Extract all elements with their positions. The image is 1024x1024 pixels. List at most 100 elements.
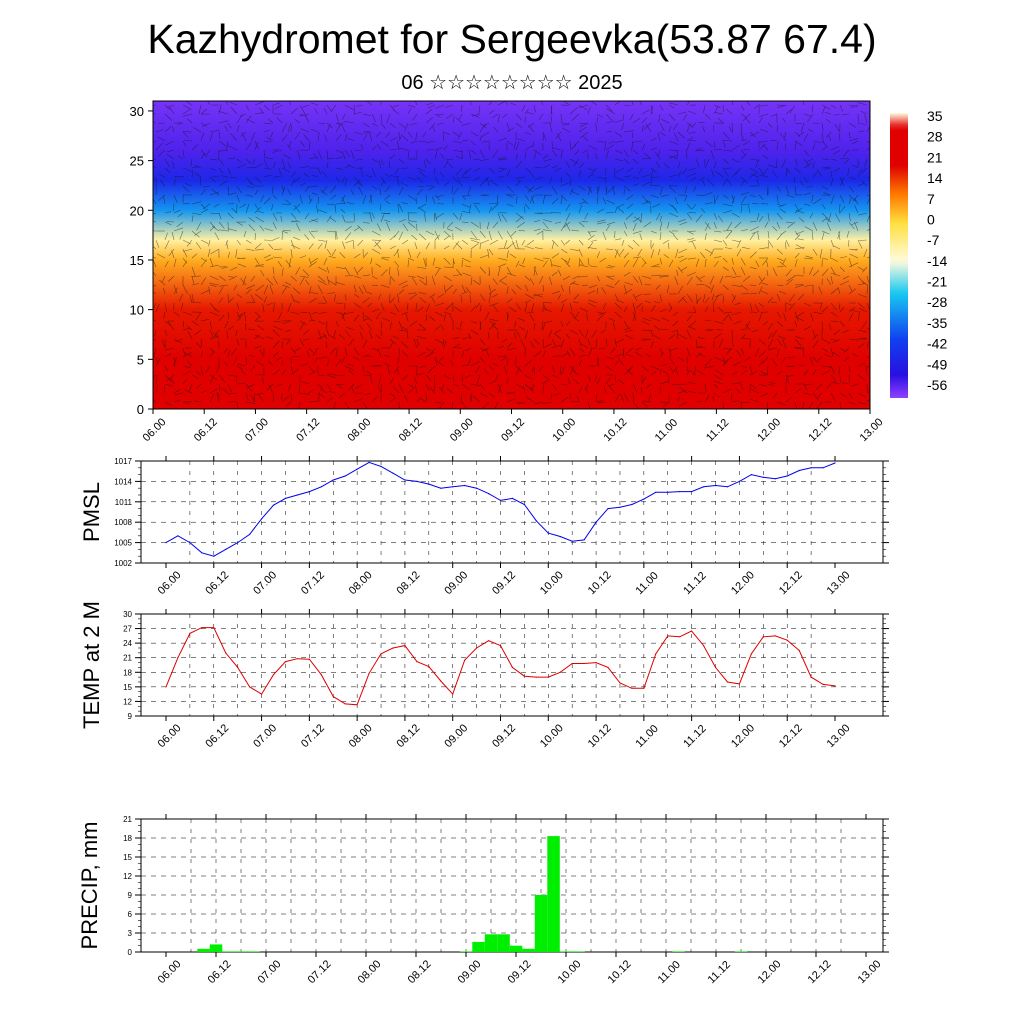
precip-xtick-label: 12.12 (806, 958, 834, 986)
temp-point (559, 671, 561, 673)
heatmap-xtick-label: 06.12 (192, 416, 220, 444)
temp-point (583, 662, 585, 665)
temp-point (392, 647, 394, 649)
pmsl-point (189, 542, 191, 544)
temp-xtick-label: 10.00 (538, 722, 566, 750)
temp-frame (140, 613, 884, 717)
precip-xtick-label: 07.00 (256, 958, 284, 986)
temp-point (523, 675, 526, 677)
pmsl-xtick-label: 11.00 (633, 570, 660, 597)
pmsl-point (822, 467, 824, 469)
temp-point (679, 636, 681, 638)
colorbar-label: 28 (927, 129, 943, 145)
pmsl-panel: 1002 1005 1008 1011 1014 1017 06.00 06.12 07.00 0… (79, 456, 889, 597)
pmsl-xtick-label: 07.12 (299, 569, 327, 597)
pmsl-point (786, 475, 788, 477)
precip-bar (459, 951, 473, 952)
pmsl-point (583, 539, 585, 541)
pmsl-xtick-label: 06.12 (203, 569, 231, 597)
precip-bar (672, 951, 685, 952)
pmsl-point (380, 465, 382, 467)
precip-bar (509, 945, 523, 952)
precip-ytick-label: 21 (123, 815, 132, 824)
heatmap-xtick-label: 10.00 (550, 416, 578, 444)
temp-xtick-label: 10.12 (586, 722, 614, 750)
pmsl-point (237, 542, 239, 544)
chart-title: Kazhydromet for Sergeevka(53.87 67.4) (147, 16, 877, 62)
temp-xtick-label: 08.00 (347, 722, 375, 750)
temp-point (332, 696, 334, 698)
temp-point (320, 674, 322, 676)
temp-point (667, 635, 669, 637)
pmsl-point (547, 532, 549, 534)
pmsl-xtick-label: 09.12 (490, 569, 518, 597)
heatmap-ytick-label: 15 (130, 253, 144, 268)
pmsl-point (679, 491, 681, 493)
temp-xtick-label: 08.12 (395, 722, 423, 750)
temp-point (476, 647, 478, 649)
temp-point (440, 680, 442, 682)
temp-point (738, 683, 741, 685)
temp-point (488, 640, 490, 642)
pmsl-point (213, 555, 215, 557)
pmsl-point (571, 540, 573, 542)
temp-point (547, 676, 549, 678)
heatmap-xtick-label: 07.12 (294, 416, 322, 444)
temp-point (416, 661, 418, 663)
temp-ytick-label: 15 (123, 683, 132, 692)
pmsl-xtick-label: 06.00 (156, 569, 184, 597)
precip-bar (559, 951, 573, 952)
heatmap-xtick-label: 11.00 (653, 417, 680, 444)
temp-point (261, 693, 263, 695)
colorbar-label: -49 (927, 356, 947, 372)
precip-xtick-label: 11.12 (706, 959, 733, 986)
temp-xtick-label: 11.00 (633, 723, 660, 750)
precip-bar (234, 951, 248, 952)
temp-point (344, 703, 346, 705)
precip-bar (472, 941, 485, 952)
temp-ytick-label: 30 (123, 610, 132, 619)
precip-bar (197, 948, 210, 952)
temp-point (452, 693, 454, 695)
temp-point (571, 662, 573, 665)
temp-point (703, 645, 705, 647)
precip-ytick-label: 3 (128, 929, 133, 938)
pmsl-point (631, 503, 633, 506)
cross-section-heatmap: 0 5 10 15 20 25 30 06.00 06.12 07.00 07.12 08.00 08.… (130, 100, 886, 444)
pmsl-point (416, 480, 418, 482)
precip-xtick-label: 11.00 (656, 959, 683, 986)
temp-point (535, 676, 537, 678)
colorbar-label: 0 (927, 211, 935, 227)
heatmap-xtick-label: 08.12 (397, 416, 425, 444)
pmsl-point (619, 506, 621, 508)
pmsl-xtick-label: 08.00 (347, 569, 375, 597)
pmsl-point (607, 508, 609, 510)
precip-xtick-label: 08.00 (356, 958, 384, 986)
precip-bar (547, 836, 560, 952)
pmsl-point (655, 491, 657, 493)
pmsl-point (488, 493, 490, 495)
pmsl-xtick-label: 12.12 (777, 569, 805, 597)
precip-bar (209, 944, 223, 952)
temp-point (619, 682, 621, 684)
temp-point (237, 666, 239, 669)
precip-xtick-label: 07.12 (306, 958, 334, 986)
heatmap-xtick-label: 12.12 (806, 416, 834, 444)
temp-ytick-label: 27 (123, 625, 132, 634)
temp-point (284, 661, 287, 663)
colorbar-label: 21 (927, 149, 943, 165)
temp-point (822, 683, 824, 686)
heatmap-xtick-label: 07.00 (243, 416, 271, 444)
temp-point (272, 674, 275, 676)
precip-bar (522, 948, 535, 952)
pmsl-point (452, 486, 454, 488)
temp-point (643, 687, 645, 689)
pmsl-point (201, 552, 203, 554)
pmsl-point (559, 535, 561, 538)
precip-xtick-label: 06.12 (206, 958, 234, 986)
temp-ytick-label: 24 (123, 639, 132, 648)
precip-xtick-label: 08.12 (406, 958, 434, 986)
pmsl-ytick-label: 1011 (115, 498, 133, 507)
pmsl-point (428, 483, 430, 485)
pmsl-ytick-label: 1002 (114, 559, 132, 568)
